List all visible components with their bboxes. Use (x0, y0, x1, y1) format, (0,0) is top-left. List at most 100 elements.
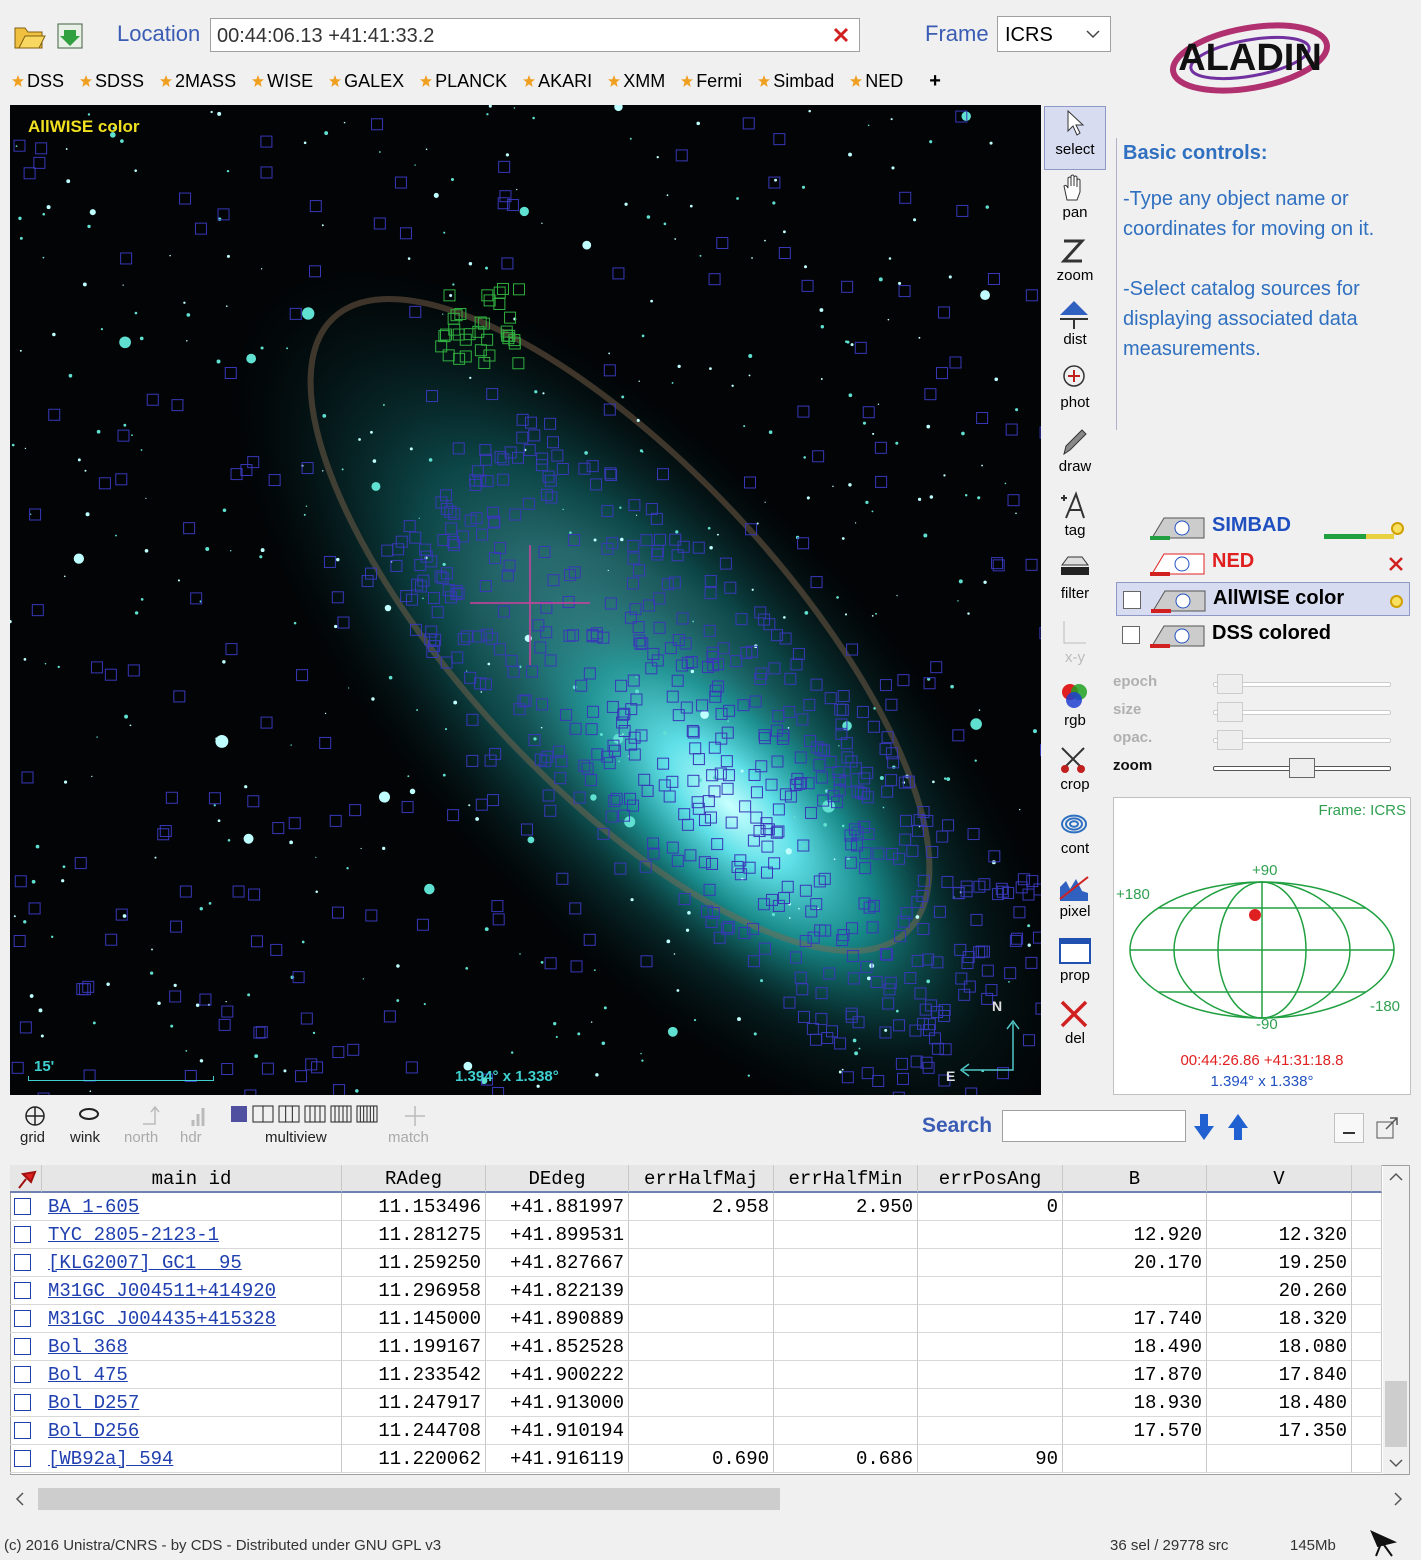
survey-button[interactable]: 2MASS (160, 71, 236, 92)
clear-button[interactable] (833, 27, 849, 43)
tool-button[interactable]: pan (1044, 170, 1106, 234)
file-icons[interactable] (12, 18, 92, 54)
minimize-button[interactable] (1334, 1113, 1364, 1143)
survey-button[interactable]: NED (850, 71, 903, 92)
object-link[interactable]: [WB92a] 594 (42, 1445, 342, 1473)
row-select[interactable] (10, 1249, 42, 1277)
survey-button[interactable]: Simbad (758, 71, 834, 92)
slider-row[interactable]: size (1113, 698, 1411, 724)
tool-button[interactable]: filter (1044, 551, 1106, 615)
tool-button[interactable]: phot (1044, 360, 1106, 424)
tool-button[interactable]: dist (1044, 297, 1106, 361)
source-marker (991, 557, 1004, 570)
row-select[interactable] (10, 1445, 42, 1473)
tool-button[interactable]: pixel (1044, 869, 1106, 933)
column-header[interactable]: errHalfMaj (629, 1165, 774, 1193)
survey-button[interactable]: AKARI (523, 71, 592, 92)
view-tool-label[interactable]: north (124, 1129, 159, 1146)
column-header[interactable]: DEdeg (486, 1165, 629, 1193)
view-tool-label[interactable]: match (388, 1129, 429, 1146)
row-select[interactable] (10, 1361, 42, 1389)
slider-row[interactable]: epoch (1113, 670, 1411, 696)
detach-button[interactable] (1372, 1113, 1402, 1143)
search-input[interactable] (1002, 1110, 1186, 1142)
object-link[interactable]: Bol 475 (42, 1361, 342, 1389)
row-select[interactable] (10, 1193, 42, 1221)
row-checkbox[interactable] (14, 1198, 31, 1215)
view-tool-label[interactable]: multiview (265, 1129, 327, 1146)
row-checkbox[interactable] (14, 1366, 31, 1383)
column-header[interactable]: B (1063, 1165, 1207, 1193)
object-link[interactable]: TYC 2805-2123-1 (42, 1221, 342, 1249)
layer-checkbox[interactable] (1123, 591, 1141, 609)
column-header[interactable]: errHalfMin (774, 1165, 918, 1193)
layer-row[interactable]: AllWISE color (1116, 582, 1410, 616)
view-tool-label[interactable]: wink (70, 1129, 101, 1146)
layer-row[interactable]: SIMBAD (1116, 510, 1410, 544)
view-tool-label[interactable]: hdr (180, 1129, 202, 1146)
survey-button[interactable]: DSS (12, 71, 64, 92)
frame-select[interactable]: ICRS (997, 16, 1111, 52)
survey-button[interactable]: XMM (608, 71, 665, 92)
horizontal-scrollbar[interactable] (10, 1484, 1410, 1514)
row-select[interactable] (10, 1305, 42, 1333)
column-header[interactable]: errPosAng (918, 1165, 1063, 1193)
tool-button[interactable]: draw (1044, 424, 1106, 488)
row-select[interactable] (10, 1333, 42, 1361)
column-header[interactable]: RAdeg (342, 1165, 486, 1193)
row-checkbox[interactable] (14, 1338, 31, 1355)
sky-view[interactable] (10, 105, 1041, 1095)
star (915, 915, 920, 919)
row-checkbox[interactable] (14, 1254, 31, 1271)
slider-row[interactable]: zoom (1113, 754, 1411, 780)
row-checkbox[interactable] (14, 1282, 31, 1299)
vertical-scrollbar[interactable] (1383, 1166, 1409, 1474)
object-link[interactable]: Bol D256 (42, 1417, 342, 1445)
survey-button[interactable]: SDSS (80, 71, 144, 92)
column-header[interactable]: V (1207, 1165, 1352, 1193)
row-select[interactable] (10, 1277, 42, 1305)
column-header[interactable]: main id (42, 1165, 342, 1193)
object-link[interactable]: M31GC J004511+414920 (42, 1277, 342, 1305)
row-select[interactable] (10, 1417, 42, 1445)
tool-button[interactable]: tag (1044, 488, 1106, 552)
tool-button[interactable]: crop (1044, 742, 1106, 806)
object-link[interactable]: M31GC J004435+415328 (42, 1305, 342, 1333)
source-marker (827, 790, 840, 803)
tool-button[interactable]: del (1044, 996, 1106, 1060)
row-checkbox[interactable] (14, 1450, 31, 1467)
source-marker (179, 885, 192, 898)
row-checkbox[interactable] (14, 1226, 31, 1243)
minimap[interactable]: Frame: ICRS +90 +180 -180 -90 00:44:26.8… (1113, 797, 1411, 1095)
tool-button[interactable]: prop (1044, 933, 1106, 997)
tool-button[interactable]: x-y (1044, 615, 1106, 679)
add-survey[interactable]: + (929, 69, 941, 92)
layer-row[interactable]: DSS colored (1116, 618, 1410, 652)
row-checkbox[interactable] (14, 1394, 31, 1411)
tool-button[interactable]: zoom (1044, 233, 1106, 297)
row-select[interactable] (10, 1221, 42, 1249)
object-link[interactable]: Bol D257 (42, 1389, 342, 1417)
tool-button[interactable]: select (1044, 106, 1106, 170)
object-link[interactable]: Bol 368 (42, 1333, 342, 1361)
slider-row[interactable]: opac. (1113, 726, 1411, 752)
object-link[interactable]: [KLG2007] GC1 95 (42, 1249, 342, 1277)
layer-row[interactable]: NED (1116, 546, 1410, 580)
survey-button[interactable]: WISE (252, 71, 313, 92)
table-cell (629, 1221, 774, 1249)
location-input[interactable]: 00:44:06.13 +41:41:33.2 (210, 18, 860, 52)
survey-button[interactable]: GALEX (329, 71, 404, 92)
tool-button[interactable]: cont (1044, 806, 1106, 870)
object-link[interactable]: BA 1-605 (42, 1193, 342, 1221)
search-arrows[interactable] (1190, 1110, 1252, 1142)
row-select[interactable] (10, 1389, 42, 1417)
survey-button[interactable]: PLANCK (420, 71, 507, 92)
source-marker (724, 581, 737, 594)
source-marker (426, 390, 439, 403)
view-tool-label[interactable]: grid (20, 1129, 46, 1146)
layer-checkbox[interactable] (1122, 626, 1140, 644)
row-checkbox[interactable] (14, 1422, 31, 1439)
tool-button[interactable]: rgb (1044, 678, 1106, 742)
row-checkbox[interactable] (14, 1310, 31, 1327)
survey-button[interactable]: Fermi (681, 71, 742, 92)
